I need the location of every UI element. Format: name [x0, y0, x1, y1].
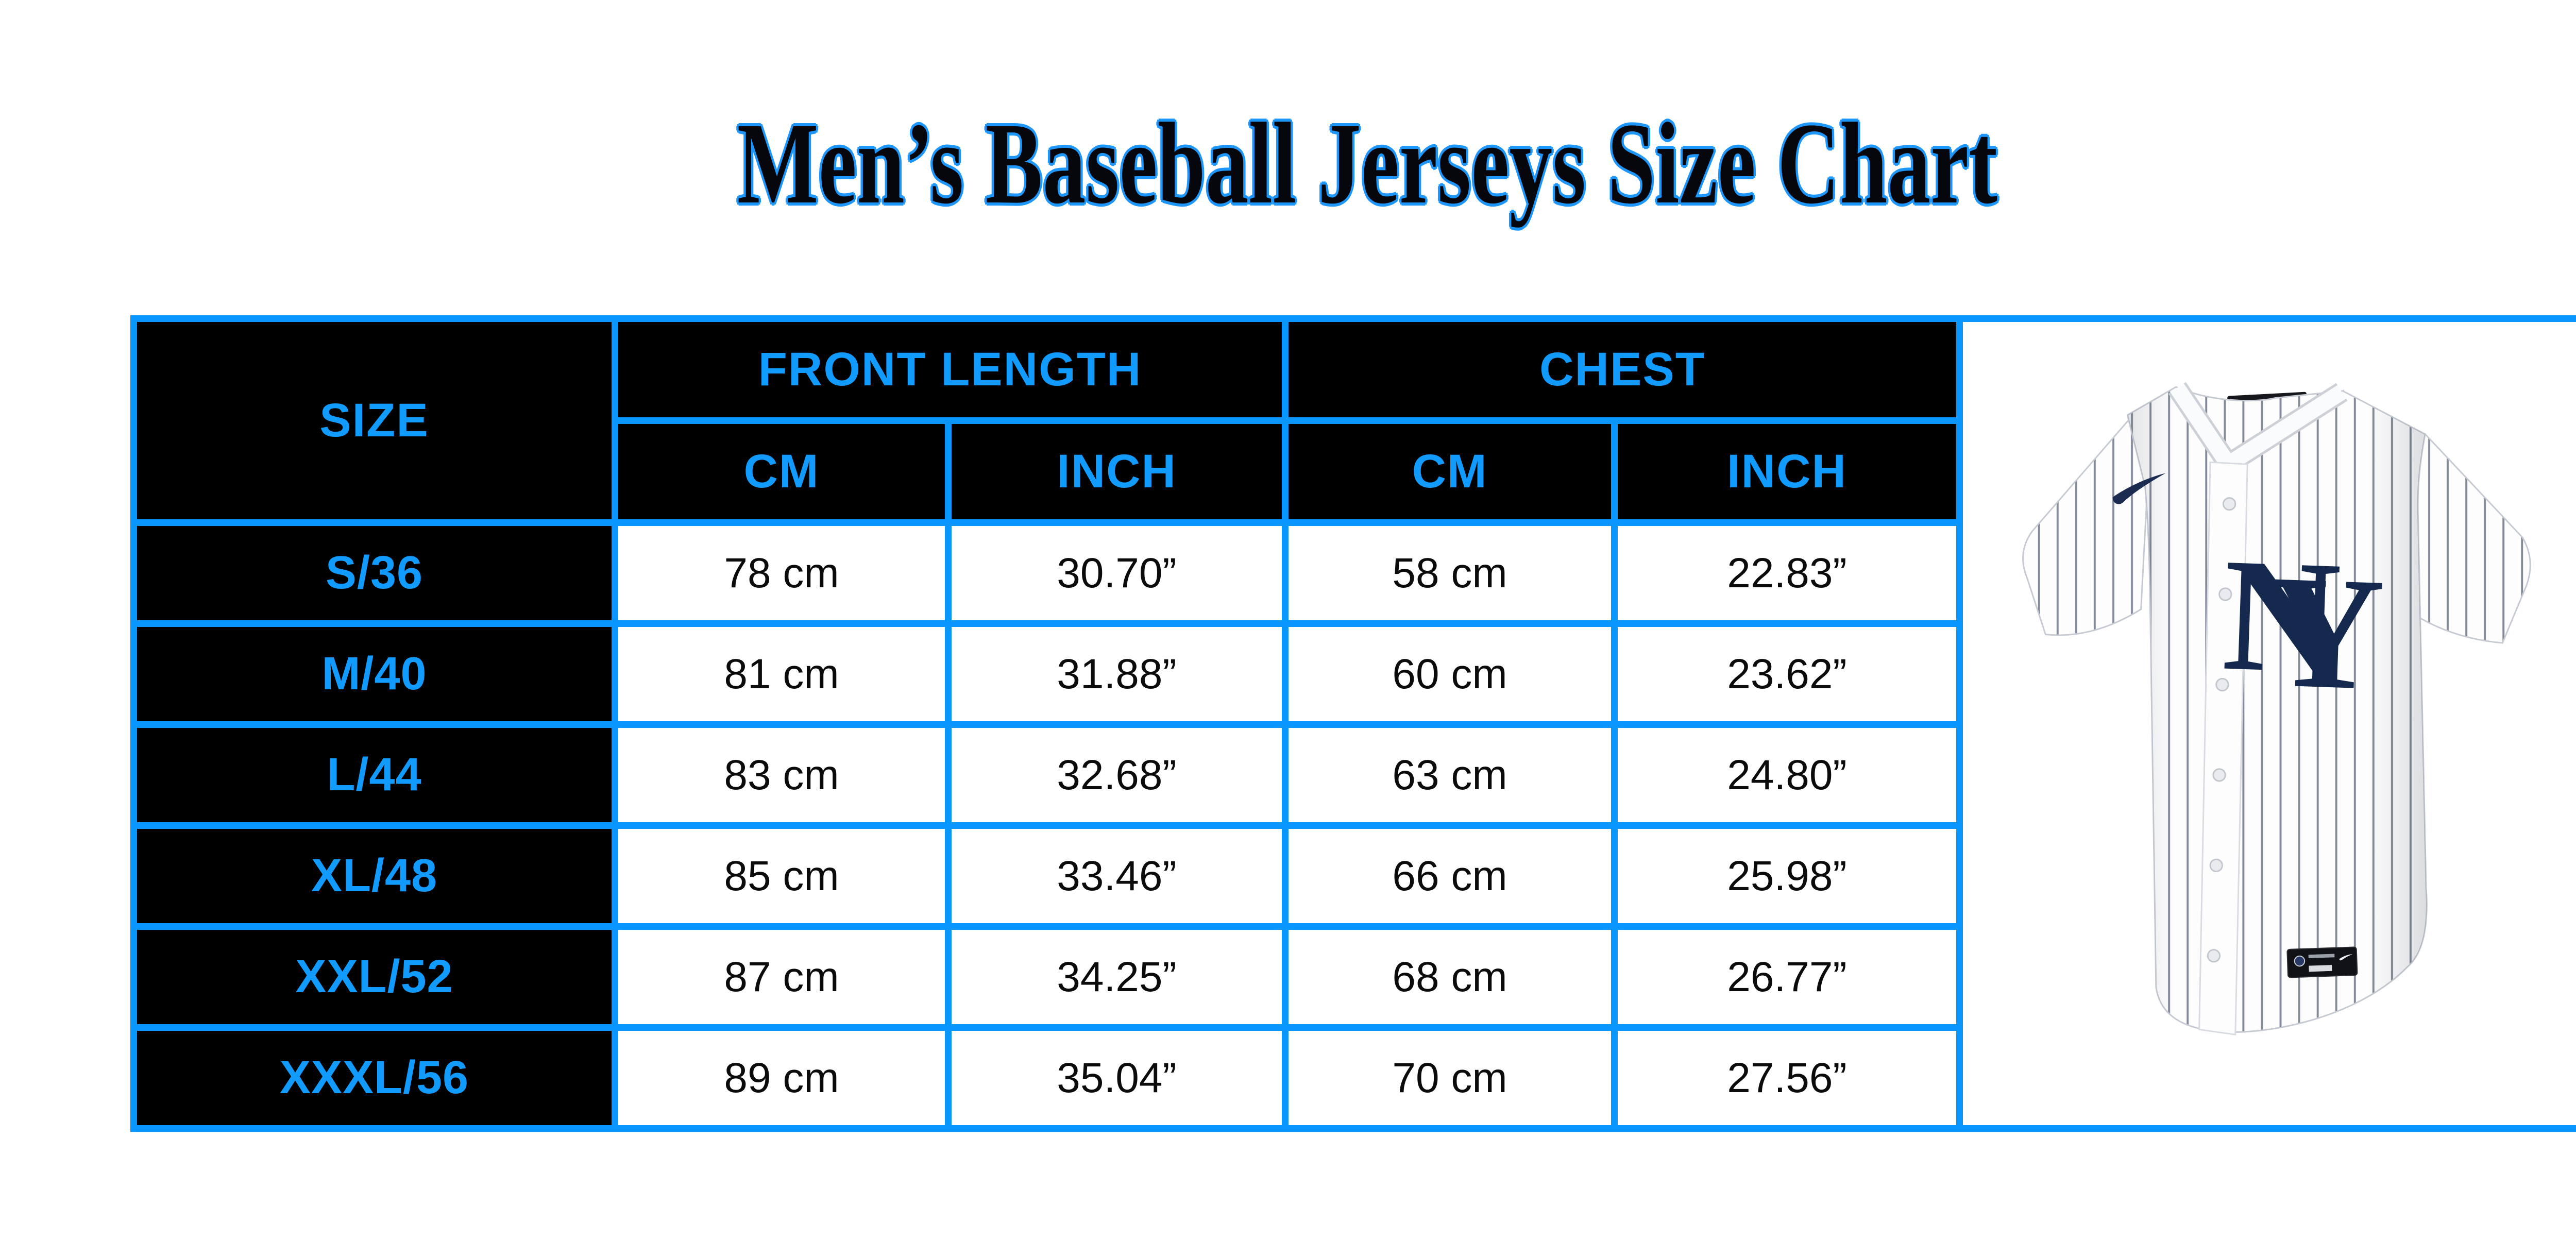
- size-chart: SIZE FRONT LENGTH CHEST CM INCH CM INCH …: [130, 315, 2576, 1132]
- chest-inch-value: 23.62”: [1611, 620, 1963, 728]
- button: [2215, 677, 2229, 691]
- button: [2212, 768, 2226, 782]
- size-label: L/44: [130, 721, 618, 829]
- table-row: XL/48 85 cm 33.46” 66 cm 25.98”: [130, 822, 1963, 930]
- size-label: XL/48: [130, 822, 618, 930]
- page-title-text: Men’s Baseball Jerseys Size Chart: [737, 99, 1997, 228]
- front-cm-value: 85 cm: [612, 822, 952, 930]
- size-label: XXL/52: [130, 923, 618, 1031]
- header-front-inch: INCH: [945, 417, 1289, 526]
- page-title: Men’s Baseball Jerseys Size Chart: [0, 94, 2576, 233]
- chest-inch-value: 26.77”: [1611, 923, 1963, 1031]
- table-row: M/40 81 cm 31.88” 60 cm 23.62”: [130, 620, 1963, 728]
- size-label: XXXL/56: [130, 1024, 618, 1132]
- chest-inch-value: 24.80”: [1611, 721, 1963, 829]
- jock-tag: [2286, 946, 2358, 978]
- header-chest-cm: CM: [1282, 417, 1618, 526]
- chest-cm-value: 58 cm: [1282, 519, 1618, 627]
- chest-cm-value: 66 cm: [1282, 822, 1618, 930]
- table-row: XXXL/56 89 cm 35.04” 70 cm 27.56”: [130, 1024, 1963, 1132]
- front-inch-value: 31.88”: [945, 620, 1289, 728]
- ny-logo-letter-y: Y: [2264, 540, 2387, 724]
- chest-inch-value: 22.83”: [1611, 519, 1963, 627]
- front-cm-value: 81 cm: [612, 620, 952, 728]
- jersey-buttons: [2207, 497, 2236, 962]
- table-row: XXL/52 87 cm 34.25” 68 cm 26.77”: [130, 923, 1963, 1031]
- chest-cm-value: 63 cm: [1282, 721, 1618, 829]
- front-inch-value: 30.70”: [945, 519, 1289, 627]
- jersey-photo-panel: N Y: [1963, 315, 2576, 1132]
- table-row: L/44 83 cm 32.68” 63 cm 24.80”: [130, 721, 1963, 829]
- jersey-placket: [2198, 461, 2248, 1035]
- front-cm-value: 89 cm: [612, 1024, 952, 1132]
- front-cm-value: 78 cm: [612, 519, 952, 627]
- ny-logo: N Y: [2220, 524, 2387, 724]
- front-inch-value: 33.46”: [945, 822, 1289, 930]
- front-cm-value: 87 cm: [612, 923, 952, 1031]
- size-label: S/36: [130, 519, 618, 627]
- size-table: SIZE FRONT LENGTH CHEST CM INCH CM INCH …: [130, 315, 1963, 1132]
- jersey-right-sleeve: [2403, 432, 2531, 644]
- header-front-cm: CM: [612, 417, 952, 526]
- button: [2222, 497, 2236, 511]
- chest-cm-value: 60 cm: [1282, 620, 1618, 728]
- yankees-jersey-image: N Y: [2022, 382, 2531, 1035]
- header-size: SIZE: [130, 315, 618, 526]
- nike-swoosh-icon: [2112, 472, 2166, 504]
- mlb-logo-dot: [2294, 955, 2306, 966]
- size-label: M/40: [130, 620, 618, 728]
- chest-inch-value: 25.98”: [1611, 822, 1963, 930]
- chest-inch-value: 27.56”: [1611, 1024, 1963, 1132]
- tag-swoosh-icon: [2339, 954, 2353, 960]
- front-cm-value: 83 cm: [612, 721, 952, 829]
- header-chest: CHEST: [1282, 315, 1963, 424]
- header-front-length: FRONT LENGTH: [612, 315, 1289, 424]
- table-row: S/36 78 cm 30.70” 58 cm 22.83”: [130, 519, 1963, 627]
- jersey-illustration: N Y: [2022, 382, 2531, 1035]
- jersey-left-sleeve: [2022, 416, 2148, 636]
- button: [2209, 858, 2223, 872]
- ny-logo-letter-n: N: [2220, 524, 2343, 707]
- header-chest-inch: INCH: [1611, 417, 1963, 526]
- button: [2218, 587, 2232, 601]
- front-inch-value: 32.68”: [945, 721, 1289, 829]
- front-inch-value: 35.04”: [945, 1024, 1289, 1132]
- button: [2207, 948, 2221, 962]
- chest-cm-value: 70 cm: [1282, 1024, 1618, 1132]
- chest-cm-value: 68 cm: [1282, 923, 1618, 1031]
- front-inch-value: 34.25”: [945, 923, 1289, 1031]
